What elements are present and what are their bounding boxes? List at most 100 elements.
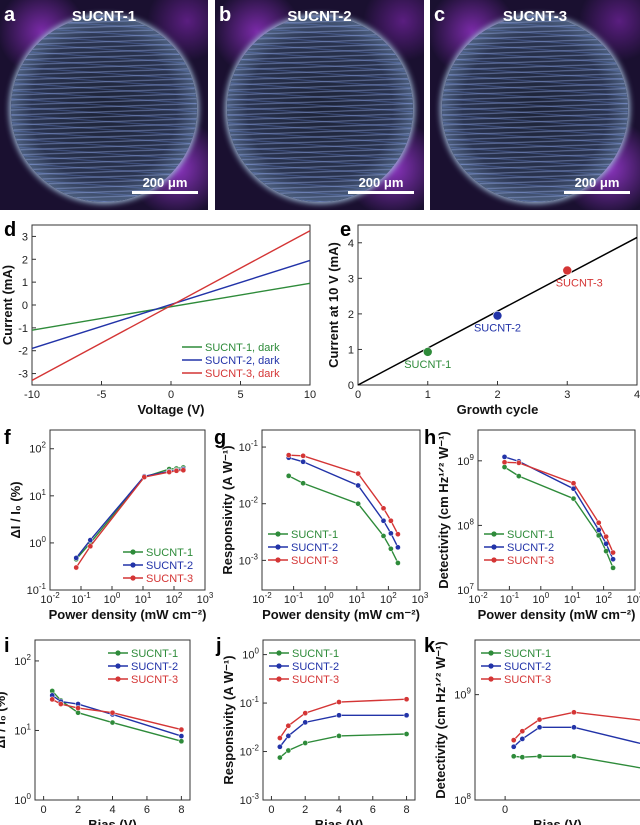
- data-point: [395, 531, 401, 538]
- legend-label: SUCNT-1, dark: [205, 342, 280, 354]
- data-point: [388, 545, 394, 552]
- panel-letter-e: e: [340, 219, 351, 241]
- panel-letter-j: j: [215, 635, 222, 657]
- data-point-sucnt-3: [562, 265, 573, 276]
- data-point: [87, 537, 94, 543]
- panel-letter-i: i: [4, 635, 10, 657]
- legend-label: SUCNT-3: [131, 674, 178, 686]
- series-line-sucnt-3: [279, 698, 407, 739]
- series-line-sucnt-1: [31, 282, 311, 331]
- data-point: [380, 517, 387, 524]
- legend-marker: [491, 544, 497, 550]
- x-tick-label: 8: [403, 804, 409, 816]
- panel-letter-k: k: [424, 635, 436, 657]
- data-point: [610, 565, 616, 571]
- scale-bar-line: [348, 191, 414, 194]
- data-point: [501, 459, 508, 466]
- data-point: [285, 722, 292, 729]
- legend-label: SUCNT-3: [292, 674, 339, 686]
- scale-label: 200 μm: [142, 175, 188, 190]
- y-axis-label: Detectivity (cm Hz¹ᐟ² W⁻¹): [433, 641, 448, 799]
- y-tick-label: 102: [29, 441, 46, 456]
- x-tick-label: 103: [412, 591, 429, 606]
- series-line-sucnt-2: [51, 694, 182, 737]
- data-point: [300, 458, 306, 465]
- legend-label: SUCNT-3: [504, 674, 551, 686]
- data-point: [49, 696, 56, 703]
- legend-marker: [115, 676, 121, 682]
- y-axis-label: Responsivity (A W⁻¹): [221, 655, 236, 784]
- data-point: [173, 467, 180, 474]
- legend-marker: [276, 676, 282, 682]
- y-tick-label: 2: [22, 254, 28, 266]
- data-point: [285, 733, 292, 739]
- scale-bar: 200 μm: [348, 175, 414, 194]
- legend-label: SUCNT-3: [291, 555, 338, 567]
- data-point: [355, 470, 361, 477]
- data-point-sucnt-2: [492, 310, 503, 321]
- x-tick-label: -5: [97, 389, 107, 401]
- x-tick-label: 0: [168, 389, 174, 401]
- data-point: [516, 460, 522, 466]
- legend-marker: [275, 531, 281, 537]
- data-point: [536, 724, 543, 731]
- legend-marker: [276, 663, 282, 669]
- chart-panel-h: 10-2 10-1 100 101 102 103 107 108 109 Power densi…: [436, 429, 640, 622]
- data-point: [570, 485, 577, 492]
- x-tick-label: 2: [494, 389, 500, 401]
- x-tick-label: 100: [104, 591, 121, 606]
- y-tick-label: 2: [348, 309, 354, 321]
- x-tick-label: 10-2: [40, 591, 60, 606]
- x-tick-label: 10-2: [252, 591, 272, 606]
- point-label: SUCNT-1: [404, 359, 451, 371]
- data-point: [109, 709, 116, 716]
- x-tick-label: 102: [380, 591, 397, 606]
- x-tick-label: 1: [425, 389, 431, 401]
- panel-letter-h: h: [424, 427, 436, 449]
- y-tick-label: -2: [18, 346, 28, 358]
- x-axis-label: Power density (mW cm⁻²): [262, 607, 420, 622]
- y-tick-label: 1: [22, 277, 28, 289]
- data-point: [355, 500, 361, 507]
- data-point: [285, 473, 292, 479]
- scale-bar-line: [132, 191, 198, 194]
- data-point: [277, 735, 283, 741]
- data-point: [75, 705, 81, 711]
- data-point: [277, 754, 283, 761]
- chart-panel-k: 0 108 109 Bias (V) Detectivity (cm Hz¹ᐟ² W⁻¹…: [433, 639, 640, 825]
- data-point: [277, 743, 283, 750]
- x-tick-label: 102: [595, 591, 612, 606]
- plot-frame: [49, 429, 206, 591]
- y-axis-label: Current at 10 V (mA): [326, 242, 341, 368]
- x-axis-label: Growth cycle: [457, 402, 539, 417]
- data-point: [570, 495, 577, 502]
- x-tick-label: 2: [302, 804, 308, 816]
- data-point: [516, 473, 522, 479]
- y-tick-label: 1: [348, 344, 354, 356]
- data-point-sucnt-1: [422, 347, 433, 357]
- y-tick-label: 10-1: [239, 439, 259, 454]
- data-point: [510, 743, 517, 750]
- y-tick-label: 109: [457, 453, 474, 468]
- scale-label: 200 μm: [358, 175, 404, 190]
- data-point: [302, 719, 309, 726]
- series-line-sucnt-3: [513, 711, 640, 741]
- y-tick-label: -1: [18, 323, 28, 335]
- legend-label: SUCNT-3, dark: [205, 368, 280, 380]
- x-tick-label: 4: [336, 804, 342, 816]
- legend-marker: [488, 663, 494, 669]
- panel-letter: a: [4, 4, 16, 26]
- legend-marker: [488, 650, 494, 656]
- data-point: [109, 719, 116, 726]
- micrograph-sucnt-2: b SUCNT-2 200 μm: [215, 0, 424, 210]
- x-axis-label: Bias (V): [88, 817, 136, 825]
- legend-marker: [115, 663, 121, 669]
- legend-label: SUCNT-2: [504, 661, 551, 673]
- x-tick-label: 6: [144, 804, 150, 816]
- data-point: [336, 733, 342, 739]
- x-tick-label: 101: [135, 591, 152, 606]
- x-tick-label: 0: [502, 804, 508, 816]
- legend-label: SUCNT-1: [507, 529, 554, 541]
- x-tick-label: 103: [627, 591, 640, 606]
